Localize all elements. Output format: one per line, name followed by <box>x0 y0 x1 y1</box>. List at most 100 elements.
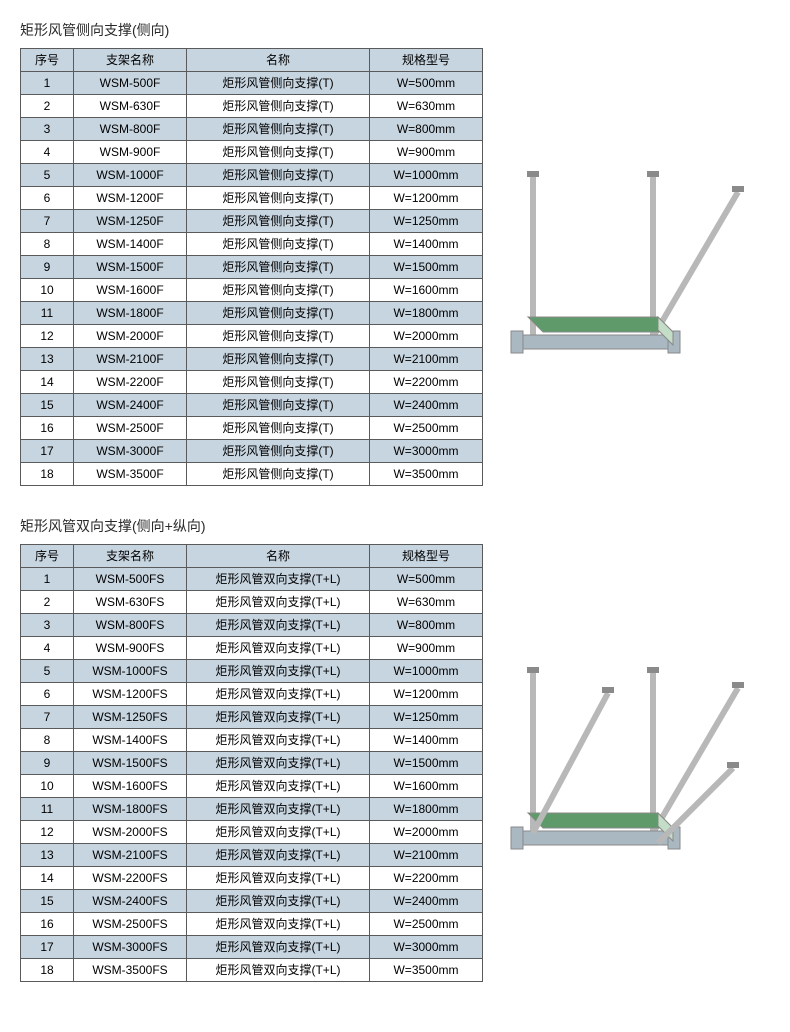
table-cell: W=900mm <box>370 141 483 164</box>
table-cell: 8 <box>21 233 74 256</box>
section-0: 矩形风管侧向支撑(侧向)序号支架名称名称规格型号1WSM-500F炬形风管侧向支… <box>20 20 770 486</box>
table-cell: 6 <box>21 683 74 706</box>
table-cell: W=2100mm <box>370 348 483 371</box>
table-cell: W=1500mm <box>370 752 483 775</box>
content-row: 序号支架名称名称规格型号1WSM-500F炬形风管侧向支撑(T)W=500mm2… <box>20 48 770 486</box>
table-cell: W=1500mm <box>370 256 483 279</box>
table-cell: 炬形风管双向支撑(T+L) <box>187 591 370 614</box>
table-row: 17WSM-3000F炬形风管侧向支撑(T)W=3000mm <box>21 440 483 463</box>
table-cell: WSM-3500F <box>74 463 187 486</box>
table-row: 9WSM-1500F炬形风管侧向支撑(T)W=1500mm <box>21 256 483 279</box>
table-cell: W=2100mm <box>370 844 483 867</box>
table-cell: WSM-900FS <box>74 637 187 660</box>
table-cell: WSM-1250FS <box>74 706 187 729</box>
table-cell: 炬形风管双向支撑(T+L) <box>187 706 370 729</box>
table-cell: WSM-2500FS <box>74 913 187 936</box>
table-cell: WSM-1000FS <box>74 660 187 683</box>
table-cell: 13 <box>21 844 74 867</box>
table-row: 3WSM-800FS炬形风管双向支撑(T+L)W=800mm <box>21 614 483 637</box>
table-cell: 炬形风管侧向支撑(T) <box>187 348 370 371</box>
table-cell: W=2400mm <box>370 394 483 417</box>
table-cell: 7 <box>21 706 74 729</box>
table-cell: WSM-630F <box>74 95 187 118</box>
table-row: 15WSM-2400FS炬形风管双向支撑(T+L)W=2400mm <box>21 890 483 913</box>
table-cell: WSM-2100F <box>74 348 187 371</box>
table-cell: 5 <box>21 660 74 683</box>
table-cell: WSM-1800F <box>74 302 187 325</box>
table-row: 18WSM-3500F炬形风管侧向支撑(T)W=3500mm <box>21 463 483 486</box>
table-cell: 17 <box>21 936 74 959</box>
table-cell: 14 <box>21 371 74 394</box>
table-row: 6WSM-1200FS炬形风管双向支撑(T+L)W=1200mm <box>21 683 483 706</box>
table-cell: WSM-1500F <box>74 256 187 279</box>
table-cell: WSM-2400F <box>74 394 187 417</box>
table-row: 8WSM-1400FS炬形风管双向支撑(T+L)W=1400mm <box>21 729 483 752</box>
table-row: 4WSM-900F炬形风管侧向支撑(T)W=900mm <box>21 141 483 164</box>
table-row: 10WSM-1600FS炬形风管双向支撑(T+L)W=1600mm <box>21 775 483 798</box>
table-row: 8WSM-1400F炬形风管侧向支撑(T)W=1400mm <box>21 233 483 256</box>
table-cell: 1 <box>21 72 74 95</box>
table-cell: 4 <box>21 141 74 164</box>
table-cell: W=3500mm <box>370 959 483 982</box>
table-cell: 炬形风管双向支撑(T+L) <box>187 959 370 982</box>
table-cell: 4 <box>21 637 74 660</box>
table-row: 14WSM-2200F炬形风管侧向支撑(T)W=2200mm <box>21 371 483 394</box>
table-row: 11WSM-1800FS炬形风管双向支撑(T+L)W=1800mm <box>21 798 483 821</box>
table-cell: 炬形风管侧向支撑(T) <box>187 141 370 164</box>
table-cell: W=1400mm <box>370 233 483 256</box>
table-cell: W=2000mm <box>370 325 483 348</box>
table-cell: WSM-2500F <box>74 417 187 440</box>
table-cell: 炬形风管双向支撑(T+L) <box>187 821 370 844</box>
table-cell: WSM-1000F <box>74 164 187 187</box>
table-cell: W=500mm <box>370 72 483 95</box>
table-row: 3WSM-800F炬形风管侧向支撑(T)W=800mm <box>21 118 483 141</box>
table-cell: 炬形风管双向支撑(T+L) <box>187 614 370 637</box>
table-row: 16WSM-2500F炬形风管侧向支撑(T)W=2500mm <box>21 417 483 440</box>
table-cell: 炬形风管侧向支撑(T) <box>187 118 370 141</box>
table-row: 7WSM-1250FS炬形风管双向支撑(T+L)W=1250mm <box>21 706 483 729</box>
table-cell: WSM-3500FS <box>74 959 187 982</box>
table-cell: W=1600mm <box>370 775 483 798</box>
table-cell: 13 <box>21 348 74 371</box>
table-cell: 6 <box>21 187 74 210</box>
table-row: 1WSM-500FS炬形风管双向支撑(T+L)W=500mm <box>21 568 483 591</box>
table-cell: 炬形风管侧向支撑(T) <box>187 187 370 210</box>
table-cell: W=2200mm <box>370 867 483 890</box>
table-cell: WSM-1200F <box>74 187 187 210</box>
table-cell: W=1400mm <box>370 729 483 752</box>
table-cell: WSM-1400FS <box>74 729 187 752</box>
table-cell: 15 <box>21 394 74 417</box>
column-header: 序号 <box>21 49 74 72</box>
table-cell: W=500mm <box>370 568 483 591</box>
table-cell: 17 <box>21 440 74 463</box>
table-cell: 5 <box>21 164 74 187</box>
table-cell: 炬形风管侧向支撑(T) <box>187 302 370 325</box>
table-cell: WSM-1600FS <box>74 775 187 798</box>
table-cell: 16 <box>21 913 74 936</box>
column-header: 名称 <box>187 545 370 568</box>
table-cell: 10 <box>21 775 74 798</box>
table-cell: 10 <box>21 279 74 302</box>
table-cell: 8 <box>21 729 74 752</box>
table-row: 13WSM-2100FS炬形风管双向支撑(T+L)W=2100mm <box>21 844 483 867</box>
table-cell: 12 <box>21 821 74 844</box>
table-row: 2WSM-630FS炬形风管双向支撑(T+L)W=630mm <box>21 591 483 614</box>
table-cell: 炬形风管侧向支撑(T) <box>187 164 370 187</box>
table-cell: 18 <box>21 463 74 486</box>
table-cell: 7 <box>21 210 74 233</box>
table-row: 2WSM-630F炬形风管侧向支撑(T)W=630mm <box>21 95 483 118</box>
table-cell: W=1800mm <box>370 798 483 821</box>
table-cell: WSM-2000F <box>74 325 187 348</box>
table-cell: WSM-500F <box>74 72 187 95</box>
table-cell: W=2500mm <box>370 417 483 440</box>
table-cell: 炬形风管双向支撑(T+L) <box>187 683 370 706</box>
table-cell: 9 <box>21 256 74 279</box>
table-cell: W=630mm <box>370 95 483 118</box>
table-cell: W=1250mm <box>370 706 483 729</box>
table-row: 15WSM-2400F炬形风管侧向支撑(T)W=2400mm <box>21 394 483 417</box>
table-cell: 16 <box>21 417 74 440</box>
table-cell: 炬形风管侧向支撑(T) <box>187 325 370 348</box>
table-cell: W=1250mm <box>370 210 483 233</box>
table-cell: W=2200mm <box>370 371 483 394</box>
table-cell: W=2000mm <box>370 821 483 844</box>
